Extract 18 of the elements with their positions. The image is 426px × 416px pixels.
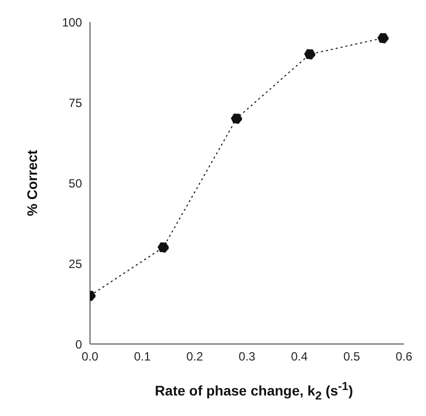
x-tick-label: 0.2 bbox=[186, 350, 204, 364]
point bbox=[158, 242, 169, 253]
x-axis-title: Rate of phase change, k$_{2}$ (s$^{-1}$) bbox=[154, 380, 354, 402]
y-tick-label: 100 bbox=[62, 15, 82, 30]
point bbox=[304, 48, 316, 60]
x-tick-label: 0.5 bbox=[343, 350, 360, 364]
x-tick-label: 0.3 bbox=[238, 350, 256, 364]
point bbox=[378, 32, 389, 44]
x-tick-label: 0.1 bbox=[134, 350, 151, 364]
x-tick-label: 0.0 bbox=[82, 350, 99, 364]
y-tick-label: 75 bbox=[68, 96, 82, 110]
y-tick-label: 50 bbox=[68, 176, 82, 190]
x-tick-label: 0.6 bbox=[396, 350, 413, 364]
y-axis-title: % Correct bbox=[24, 150, 40, 216]
y-tick-label: 25 bbox=[68, 256, 82, 271]
point bbox=[231, 113, 242, 124]
y-tick-label: 0 bbox=[75, 337, 82, 352]
x-tick-label: 0.4 bbox=[290, 350, 308, 364]
